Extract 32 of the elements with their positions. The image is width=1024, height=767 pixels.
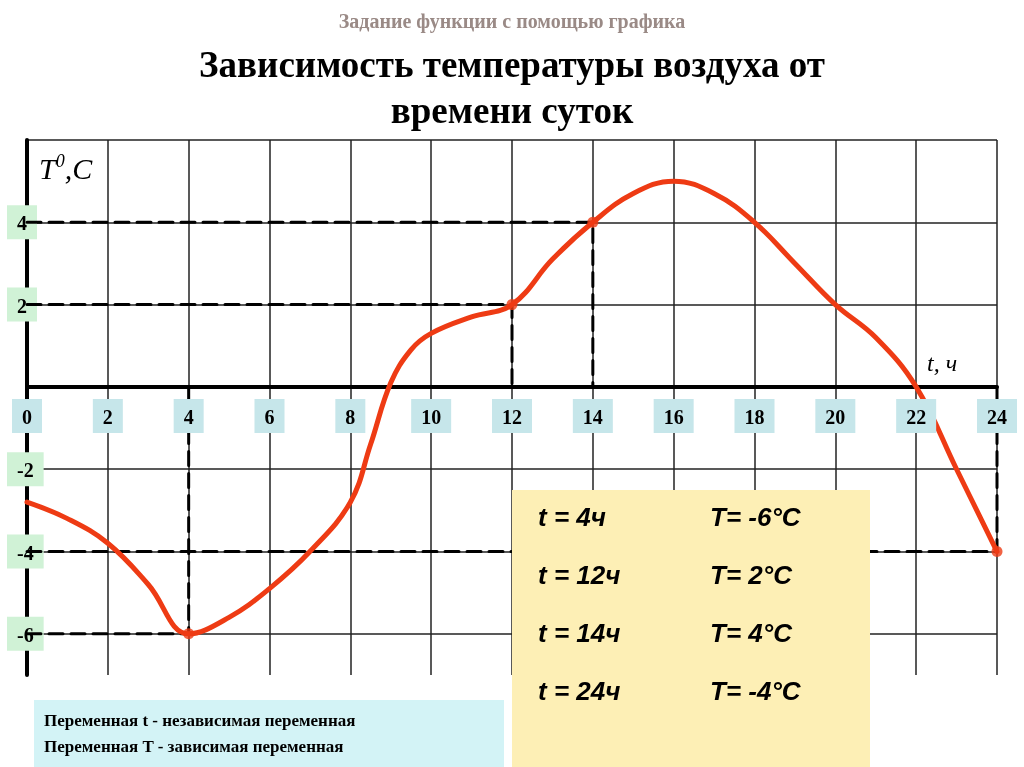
chart-title: Зависимость температуры воздуха от времени суток <box>198 43 826 133</box>
text: T= -4°C <box>710 676 801 706</box>
x-tick-label: 16 <box>663 405 684 428</box>
point <box>506 299 518 311</box>
note-box: Переменная t - независимая переменная Переменная T - зависимая переменная <box>34 700 504 767</box>
annotation: T= -6°C <box>710 502 802 534</box>
point <box>183 628 195 640</box>
x-tick-label: 24 <box>987 405 1007 428</box>
annotation: t = 4ч <box>538 502 607 534</box>
x-tick-label: 2 <box>102 405 113 428</box>
y-tick-label: 2 <box>17 294 27 317</box>
x-tick-label: 20 <box>825 405 846 428</box>
annotation: t = 14ч <box>538 618 622 650</box>
x-tick-label: 0 <box>22 405 32 428</box>
x-tick-label: 8 <box>345 405 356 428</box>
annotation: t = 12ч <box>538 560 622 592</box>
text: t = 24ч <box>538 676 621 706</box>
x-tick-label: 12 <box>502 405 522 428</box>
x-tick-label: 22 <box>906 405 927 428</box>
chart-subtitle: Задание функции с помощью графика <box>337 10 687 33</box>
point <box>991 546 1003 558</box>
annotation: T= 4°C <box>710 618 793 650</box>
x-tick-label: 18 <box>744 405 765 428</box>
annotation: T= 2°C <box>710 560 793 592</box>
point <box>587 216 599 228</box>
y-tick-label: -2 <box>17 459 34 482</box>
y-tick-label: 4 <box>17 212 27 235</box>
x-tick-label: 14 <box>582 405 603 428</box>
x-axis-title: t, ч <box>927 349 958 376</box>
x-tick-label: 4 <box>183 405 194 428</box>
x-tick-label: 6 <box>264 405 275 428</box>
x-tick-label: 10 <box>421 405 442 428</box>
